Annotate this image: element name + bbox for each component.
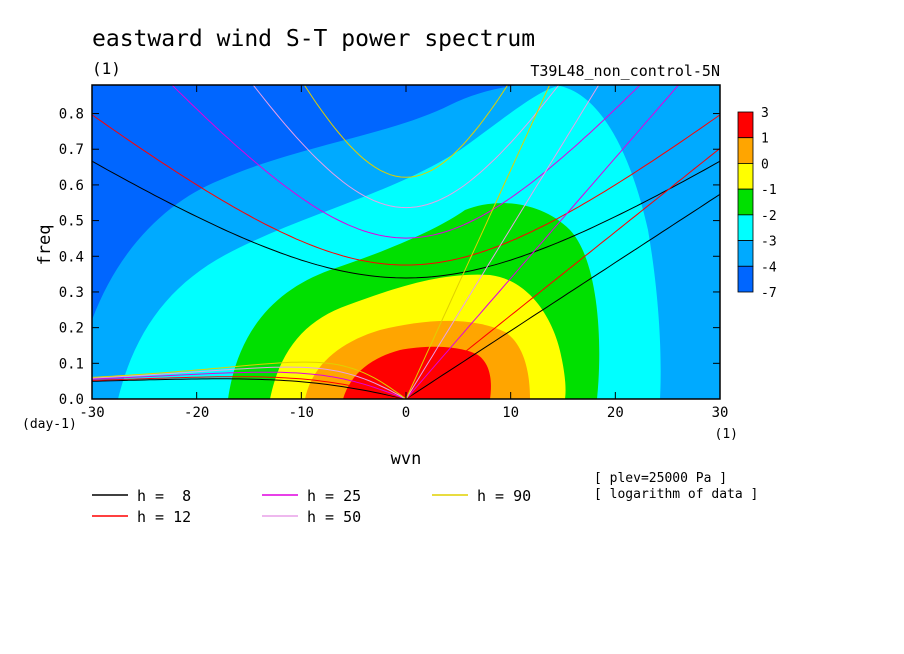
chart-subtitle-left: (1) [92, 59, 121, 78]
inertia-gravity-curve-h12 [92, 114, 720, 266]
y-tick-label: 0.4 [59, 249, 84, 265]
colorbar-label: -1 [761, 183, 777, 198]
y-tick-label: 0.5 [59, 214, 84, 230]
colorbar-swatch [737, 188, 754, 216]
colorbar-swatch [737, 163, 754, 190]
colorbar-swatch [737, 111, 754, 139]
contour-field [92, 85, 720, 399]
y-tick-label: 0.8 [59, 107, 84, 123]
rossby-wave-curve-h8 [92, 378, 407, 399]
inertia-gravity-curve-h25 [171, 85, 641, 239]
y-axis-label: freq [35, 225, 55, 266]
legend-label: h = 8 [137, 487, 191, 505]
colorbar-label: -4 [761, 260, 777, 275]
inertia-gravity-curve-h8 [92, 160, 720, 279]
legend: h = 8 h = 12 h = 25 h = 50 h = 90 [92, 487, 531, 526]
x-tick-label: -10 [289, 405, 314, 421]
rossby-wave-curve-h50 [92, 366, 407, 399]
legend-label: h = 50 [307, 508, 361, 526]
y-unit-label: (day-1) [22, 417, 77, 432]
dispersion-curves [92, 85, 720, 399]
y-tick-label: 0.2 [59, 321, 84, 337]
colorbar-label: 0 [761, 157, 769, 172]
x-tick-label: 20 [607, 405, 624, 421]
y-tick-label: 0.3 [59, 285, 84, 301]
colorbar-swatch [737, 265, 754, 293]
y-axis: 0.0 0.1 0.2 0.3 0.4 0.5 0.6 0.7 0.8 [59, 107, 720, 408]
legend-label: h = 25 [307, 487, 361, 505]
colorbar: 3 1 0 -1 -2 -3 -4 -7 [737, 106, 777, 301]
inertia-gravity-curve-h50 [252, 85, 560, 209]
colorbar-label: -2 [761, 209, 777, 224]
colorbar-label: 1 [761, 132, 769, 147]
x-tick-label: 10 [502, 405, 519, 421]
x-tick-label: 30 [712, 405, 729, 421]
x-tick-label: 0 [402, 405, 410, 421]
y-tick-label: 0.1 [59, 356, 84, 372]
kelvin-wave-curve-h8 [405, 193, 720, 399]
kelvin-wave-curve-h12 [405, 147, 720, 399]
rossby-wave-curve-h90 [92, 361, 407, 399]
colorbar-label: 3 [761, 106, 769, 121]
colorbar-swatch [737, 214, 754, 241]
note-logarithm: [ logarithm of data ] [594, 487, 758, 502]
inertia-gravity-curve-h90 [303, 85, 509, 178]
y-tick-label: 0.0 [59, 392, 84, 408]
colorbar-swatch [737, 137, 754, 164]
kelvin-wave-curve-h25 [405, 85, 680, 399]
legend-label: h = 90 [477, 487, 531, 505]
kelvin-wave-curve-h90 [405, 85, 551, 399]
colorbar-label: -3 [761, 235, 777, 250]
x-tick-label: -30 [79, 405, 104, 421]
x-unit-label: (1) [715, 427, 738, 442]
chart-subtitle-right: T39L48_non_control-5N [530, 62, 720, 80]
x-tick-label: -20 [184, 405, 209, 421]
y-tick-label: 0.6 [59, 178, 84, 194]
chart-title: eastward wind S-T power spectrum [92, 26, 535, 52]
kelvin-wave-curve-h50 [405, 85, 600, 399]
rossby-wave-curve-h25 [92, 371, 407, 399]
colorbar-swatch [737, 240, 754, 267]
y-tick-label: 0.7 [59, 142, 84, 158]
rossby-wave-curve-h12 [92, 376, 407, 399]
x-axis-label: wvn [391, 449, 422, 469]
colorbar-label: -7 [761, 286, 777, 301]
legend-label: h = 12 [137, 508, 191, 526]
x-axis: -30 -20 -10 0 10 20 30 [79, 85, 728, 421]
note-plev: [ plev=25000 Pa ] [594, 471, 727, 486]
